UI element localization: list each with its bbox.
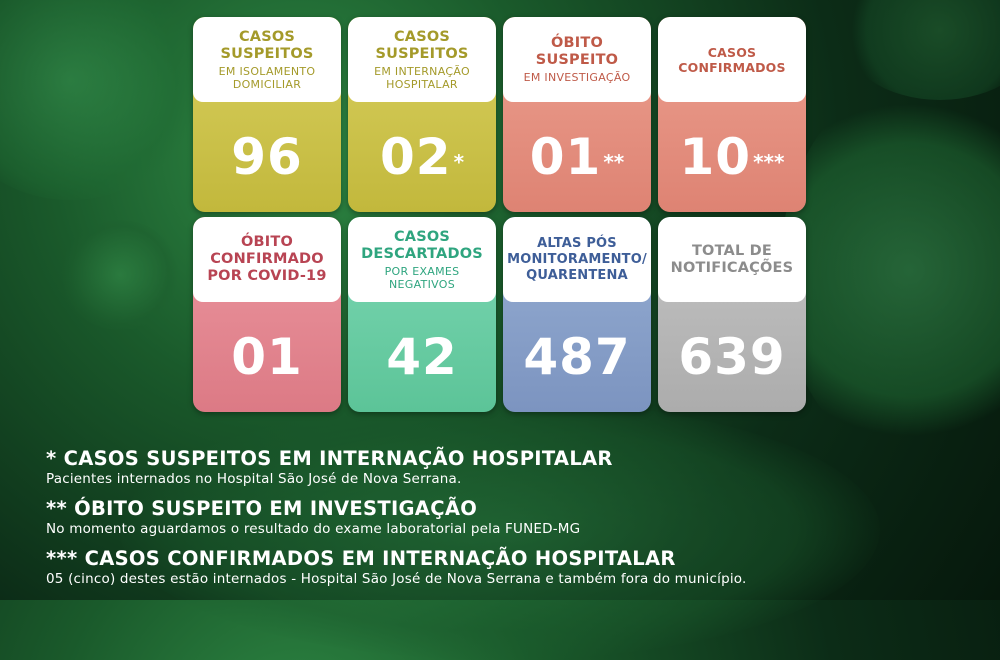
card-value: 02 — [379, 128, 452, 186]
footnotes: * CASOS SUSPEITOS EM INTERNAÇÃO HOSPITAL… — [46, 447, 946, 597]
card-confirmed-death: ÓBITO CONFIRMADO POR COVID-19 01 — [193, 217, 341, 412]
card-header: CASOS DESCARTADOS POR EXAMES NEGATIVOS — [348, 217, 496, 302]
card-suspected-hospitalized: CASOS SUSPEITOS EM INTERNAÇÃO HOSPITALAR… — [348, 17, 496, 212]
footnote-title: *** CASOS CONFIRMADOS EM INTERNAÇÃO HOSP… — [46, 547, 676, 570]
card-value-area: 42 — [348, 302, 496, 412]
statistics-grid: CASOS SUSPEITOS EM ISOLAMENTO DOMICILIAR… — [193, 17, 807, 412]
card-value-area: 487 — [503, 302, 651, 412]
card-footnote-mark: ** — [603, 150, 625, 174]
card-subtitle: POR EXAMES NEGATIVOS — [384, 264, 460, 291]
card-value-area: 01 ** — [503, 102, 651, 212]
card-header: CASOS SUSPEITOS EM INTERNAÇÃO HOSPITALAR — [348, 17, 496, 102]
card-footnote-mark: *** — [753, 150, 785, 174]
card-title: TOTAL DE NOTIFICAÇÕES — [670, 242, 794, 276]
card-value: 01 — [529, 128, 602, 186]
card-subtitle: EM INTERNAÇÃO HOSPITALAR — [374, 64, 470, 91]
card-value-area: 02 * — [348, 102, 496, 212]
card-subtitle: EM ISOLAMENTO DOMICILIAR — [218, 64, 316, 91]
card-suspected-death: ÓBITO SUSPEITO EM INVESTIGAÇÃO 01 ** — [503, 17, 651, 212]
footnote-text: No momento aguardamos o resultado do exa… — [46, 521, 581, 537]
card-title: CASOS SUSPEITOS — [375, 28, 469, 62]
virus-background-graphic — [0, 0, 200, 200]
card-title: CASOS DESCARTADOS — [361, 228, 483, 262]
footnote-title: ** ÓBITO SUSPEITO EM INVESTIGAÇÃO — [46, 497, 478, 520]
card-title: ALTAS PÓS MONITORAMENTO/ QUARENTENA — [507, 235, 647, 283]
card-title: CASOS SUSPEITOS — [220, 28, 314, 62]
card-header: ALTAS PÓS MONITORAMENTO/ QUARENTENA — [503, 217, 651, 302]
card-header: ÓBITO CONFIRMADO POR COVID-19 — [193, 217, 341, 302]
footnote-title: * CASOS SUSPEITOS EM INTERNAÇÃO HOSPITAL… — [46, 447, 613, 470]
card-suspected-home-isolation: CASOS SUSPEITOS EM ISOLAMENTO DOMICILIAR… — [193, 17, 341, 212]
card-total-notifications: TOTAL DE NOTIFICAÇÕES 639 — [658, 217, 806, 412]
footnote-text: 05 (cinco) destes estão internados - Hos… — [46, 571, 747, 587]
card-title: ÓBITO SUSPEITO — [535, 35, 619, 68]
card-header: TOTAL DE NOTIFICAÇÕES — [658, 217, 806, 302]
card-value-area: 96 — [193, 102, 341, 212]
card-header: CASOS SUSPEITOS EM ISOLAMENTO DOMICILIAR — [193, 17, 341, 102]
virus-background-graphic — [780, 80, 1000, 460]
card-value-area: 01 — [193, 302, 341, 412]
footnote-text: Pacientes internados no Hospital São Jos… — [46, 471, 462, 487]
card-value: 10 — [679, 128, 752, 186]
card-title: ÓBITO CONFIRMADO POR COVID-19 — [207, 234, 327, 284]
card-discarded-cases: CASOS DESCARTADOS POR EXAMES NEGATIVOS 4… — [348, 217, 496, 412]
card-header: CASOS CONFIRMADOS — [658, 17, 806, 102]
card-footnote-mark: * — [453, 150, 465, 174]
card-value: 96 — [231, 128, 303, 186]
card-confirmed-cases: CASOS CONFIRMADOS 10 *** — [658, 17, 806, 212]
card-subtitle: EM INVESTIGAÇÃO — [523, 71, 631, 84]
virus-background-graphic — [60, 220, 180, 330]
card-value-area: 10 *** — [658, 102, 806, 212]
card-value: 42 — [386, 328, 458, 386]
card-header: ÓBITO SUSPEITO EM INVESTIGAÇÃO — [503, 17, 651, 102]
card-title: CASOS CONFIRMADOS — [678, 44, 786, 75]
card-value-area: 639 — [658, 302, 806, 412]
card-value: 639 — [678, 328, 786, 386]
virus-background-graphic — [840, 0, 1000, 100]
card-value: 01 — [231, 328, 303, 386]
card-post-monitoring-discharges: ALTAS PÓS MONITORAMENTO/ QUARENTENA 487 — [503, 217, 651, 412]
card-value: 487 — [523, 328, 631, 386]
